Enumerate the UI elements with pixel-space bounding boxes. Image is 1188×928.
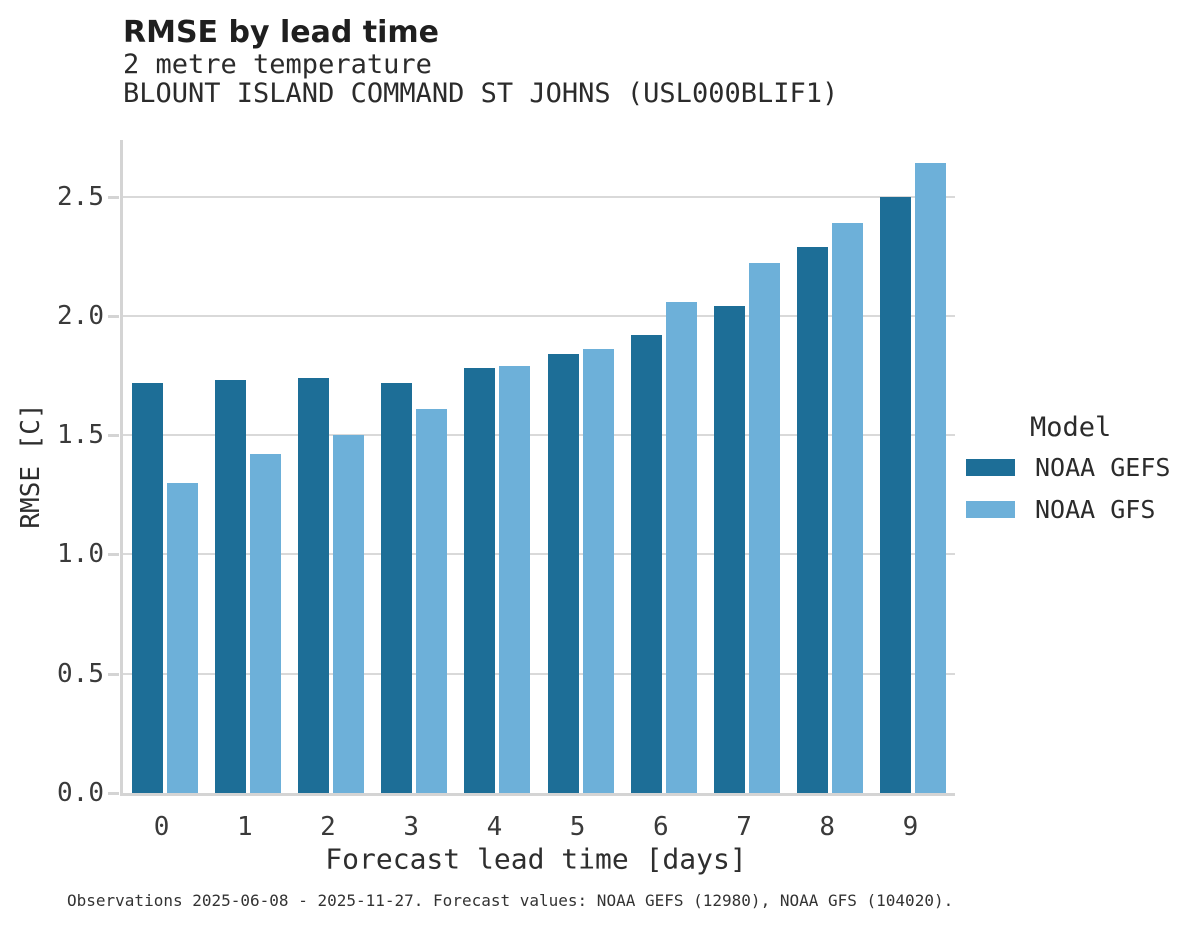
y-tick-label-0.0: 0.0 xyxy=(57,778,104,808)
bar-noaa-gfs-lead-4 xyxy=(499,366,531,793)
chart-header: RMSE by lead time 2 metre temperature BL… xyxy=(123,15,839,109)
bar-noaa-gefs-lead-7 xyxy=(714,306,746,793)
bar-noaa-gfs-lead-5 xyxy=(582,349,614,793)
bar-group-lead-1 xyxy=(206,140,289,793)
y-tick-mark-2.5 xyxy=(108,195,119,199)
x-tick-label-3: 3 xyxy=(403,812,420,842)
legend-item-noaa-gefs: NOAA GEFS xyxy=(966,453,1170,482)
x-tick-label-2: 2 xyxy=(320,812,336,842)
x-tick-label-5: 5 xyxy=(569,812,586,842)
y-tick-mark-2.0 xyxy=(108,314,119,318)
bar-noaa-gefs-lead-2 xyxy=(298,378,329,793)
bar-noaa-gfs-lead-0 xyxy=(166,483,198,793)
y-tick-label-2.0: 2.0 xyxy=(57,300,104,331)
gridline-y-2.5 xyxy=(123,195,955,198)
bar-group-lead-8 xyxy=(789,140,872,793)
y-tick-mark-1.0 xyxy=(108,553,119,557)
legend-swatch-icon xyxy=(966,459,1015,476)
bar-noaa-gfs-lead-3 xyxy=(416,409,448,793)
gridline-y-1.5 xyxy=(123,434,955,437)
legend-title: Model xyxy=(1030,412,1112,443)
bar-group-lead-2 xyxy=(289,140,372,793)
bar-group-lead-9 xyxy=(872,140,955,793)
x-tick-label-1: 1 xyxy=(236,812,253,842)
bar-noaa-gefs-lead-8 xyxy=(797,247,829,793)
chart-subtitle-station: BLOUNT ISLAND COMMAND ST JOHNS (USL000BL… xyxy=(123,78,839,109)
x-tick-label-6: 6 xyxy=(652,812,669,842)
bar-noaa-gefs-lead-0 xyxy=(131,383,163,793)
bar-group-lead-3 xyxy=(373,140,456,793)
chart-title: RMSE by lead time xyxy=(123,15,439,50)
x-tick-label-7: 7 xyxy=(736,812,752,842)
x-axis-tick-labels: 0 1 2 3 4 5 6 7 8 9 xyxy=(120,812,952,842)
bar-group-lead-5 xyxy=(539,140,622,793)
bar-noaa-gefs-lead-3 xyxy=(381,383,413,793)
gridline-y-2 xyxy=(123,314,955,317)
bar-group-lead-4 xyxy=(456,140,539,793)
y-tick-mark-0.0 xyxy=(108,792,119,795)
x-tick-label-9: 9 xyxy=(902,812,919,842)
y-tick-mark-0.5 xyxy=(108,672,119,676)
bar-group-lead-0 xyxy=(123,140,206,793)
chart-subtitle-variable: 2 metre temperature xyxy=(123,49,432,80)
bar-noaa-gfs-lead-6 xyxy=(665,302,697,793)
legend-label: NOAA GEFS xyxy=(1035,453,1171,482)
bar-noaa-gfs-lead-2 xyxy=(333,435,364,793)
x-tick-label-8: 8 xyxy=(819,812,836,842)
legend-item-noaa-gfs: NOAA GFS xyxy=(966,495,1170,524)
bar-noaa-gefs-lead-9 xyxy=(880,197,912,793)
plot-area xyxy=(120,140,955,796)
gridline-y-0.5 xyxy=(123,672,955,675)
bar-noaa-gefs-lead-6 xyxy=(630,335,662,793)
caption-observations: Observations 2025-06-08 - 2025-11-27. Fo… xyxy=(67,891,954,910)
y-tick-label-0.5: 0.5 xyxy=(57,658,104,689)
y-tick-label-1.5: 1.5 xyxy=(57,420,104,451)
bar-noaa-gefs-lead-5 xyxy=(547,354,579,793)
y-tick-mark-1.5 xyxy=(108,434,119,438)
x-tick-label-0: 0 xyxy=(153,812,170,842)
legend-items: NOAA GEFS NOAA GFS xyxy=(966,453,1170,524)
x-axis-label: Forecast lead time [days] xyxy=(325,842,747,876)
legend: Model NOAA GEFS NOAA GFS xyxy=(966,412,1170,537)
bar-noaa-gfs-lead-1 xyxy=(249,454,281,793)
bar-noaa-gefs-lead-1 xyxy=(214,380,246,793)
bar-noaa-gfs-lead-8 xyxy=(832,223,864,793)
y-tick-label-1.0: 1.0 xyxy=(57,539,104,570)
legend-swatch-icon xyxy=(966,501,1015,518)
y-tick-label-2.5: 2.5 xyxy=(57,181,104,212)
gridline-y-1 xyxy=(123,553,955,556)
bar-noaa-gefs-lead-4 xyxy=(464,368,496,793)
bar-noaa-gfs-lead-7 xyxy=(749,263,781,793)
legend-label: NOAA GFS xyxy=(1035,495,1156,524)
x-tick-label-4: 4 xyxy=(486,812,503,842)
bar-group-lead-7 xyxy=(705,140,788,793)
bar-noaa-gfs-lead-9 xyxy=(915,163,947,793)
bar-groups xyxy=(123,140,955,793)
bar-group-lead-6 xyxy=(622,140,705,793)
